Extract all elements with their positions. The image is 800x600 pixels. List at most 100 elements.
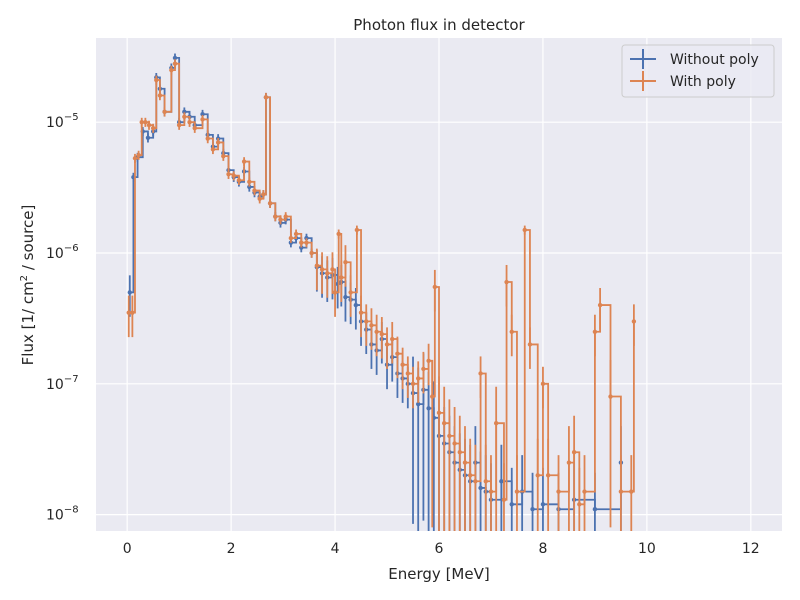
data-point bbox=[535, 473, 540, 478]
data-point bbox=[400, 362, 405, 367]
data-point bbox=[150, 125, 156, 131]
data-point bbox=[325, 271, 330, 276]
series-layer bbox=[126, 53, 637, 531]
data-point bbox=[273, 214, 278, 219]
data-point bbox=[416, 376, 421, 381]
data-point bbox=[221, 153, 226, 159]
legend-entry-without-poly: Without poly bbox=[630, 49, 759, 69]
data-point bbox=[473, 479, 478, 484]
x-tick-label: 2 bbox=[227, 541, 236, 557]
data-point bbox=[304, 240, 309, 245]
data-point bbox=[509, 502, 514, 507]
data-point bbox=[210, 147, 216, 152]
data-point bbox=[447, 433, 452, 439]
y-tick-label: 10−5 bbox=[46, 112, 79, 131]
data-point bbox=[126, 310, 131, 315]
legend: Without poly With poly bbox=[621, 44, 775, 98]
data-point bbox=[252, 188, 257, 193]
data-point bbox=[540, 502, 546, 507]
y-tick-labels: 10−8 10−7 10−6 10−5 bbox=[46, 112, 79, 523]
data-point bbox=[478, 371, 483, 376]
data-point bbox=[139, 119, 144, 125]
data-point bbox=[501, 497, 507, 502]
data-point bbox=[172, 61, 178, 66]
y-axis-label-sup: 2 bbox=[19, 275, 30, 281]
data-point bbox=[132, 156, 138, 161]
y-tick-label: 10−8 bbox=[46, 505, 79, 524]
legend-box bbox=[621, 44, 775, 98]
data-point bbox=[143, 119, 148, 125]
data-point bbox=[187, 119, 192, 125]
data-point bbox=[421, 366, 426, 372]
data-point bbox=[354, 227, 360, 233]
data-point bbox=[247, 179, 252, 185]
data-point bbox=[618, 489, 624, 494]
y-axis-label-pre: Flux [1/ cm bbox=[19, 281, 37, 365]
data-point bbox=[395, 351, 400, 356]
data-point bbox=[309, 250, 314, 256]
data-point bbox=[467, 473, 473, 478]
x-tick-label: 6 bbox=[435, 541, 444, 557]
data-point bbox=[416, 401, 421, 407]
data-point bbox=[556, 489, 561, 494]
y-tick-label: 10−6 bbox=[46, 243, 79, 262]
data-point bbox=[200, 117, 205, 122]
data-point bbox=[452, 441, 457, 446]
data-point bbox=[205, 136, 210, 141]
data-point bbox=[127, 290, 132, 295]
data-point bbox=[330, 267, 335, 272]
x-tick-labels: 0 2 4 6 8 10 12 bbox=[123, 541, 760, 557]
data-point bbox=[162, 109, 167, 115]
y-tick-label: 10−7 bbox=[46, 374, 79, 393]
data-point bbox=[192, 125, 197, 131]
y-axis-label: Flux [1/ cm2 / source] bbox=[19, 205, 37, 366]
x-tick-label: 12 bbox=[742, 541, 760, 557]
x-tick-label: 0 bbox=[123, 541, 132, 557]
data-point bbox=[154, 77, 159, 83]
data-point bbox=[353, 302, 359, 308]
data-point bbox=[426, 358, 431, 363]
x-tick-label: 10 bbox=[638, 541, 656, 557]
data-point bbox=[629, 489, 634, 494]
data-point bbox=[530, 507, 535, 512]
data-point bbox=[319, 267, 325, 272]
data-point bbox=[545, 473, 551, 478]
data-point bbox=[169, 67, 174, 73]
data-point bbox=[247, 184, 252, 190]
data-point bbox=[504, 279, 509, 285]
x-tick-label: 8 bbox=[538, 541, 547, 557]
data-point bbox=[374, 329, 379, 334]
data-point bbox=[597, 302, 603, 308]
data-point bbox=[145, 135, 151, 140]
data-point bbox=[172, 55, 178, 61]
legend-label-with-poly: With poly bbox=[670, 74, 736, 90]
data-point bbox=[493, 421, 499, 426]
data-point bbox=[410, 381, 416, 387]
data-point bbox=[499, 479, 504, 484]
data-point bbox=[369, 323, 374, 328]
legend-entry-with-poly: With poly bbox=[630, 71, 736, 91]
data-point bbox=[231, 173, 236, 178]
data-point bbox=[215, 140, 221, 145]
data-point bbox=[278, 217, 283, 222]
data-point bbox=[332, 290, 338, 295]
data-point bbox=[348, 290, 353, 295]
data-point bbox=[314, 263, 320, 268]
data-point bbox=[267, 201, 273, 206]
data-point bbox=[358, 310, 364, 315]
data-point bbox=[364, 319, 369, 324]
y-axis-label-post: / source] bbox=[19, 205, 37, 275]
data-point bbox=[592, 329, 598, 334]
data-point bbox=[336, 231, 341, 237]
data-point bbox=[379, 331, 385, 337]
data-point bbox=[592, 507, 598, 512]
data-point bbox=[299, 240, 304, 245]
data-point bbox=[299, 245, 304, 250]
data-point bbox=[343, 260, 348, 265]
data-point bbox=[157, 93, 163, 98]
data-point bbox=[478, 485, 483, 491]
data-point bbox=[200, 112, 205, 117]
data-point bbox=[527, 342, 533, 347]
data-point bbox=[488, 489, 494, 494]
